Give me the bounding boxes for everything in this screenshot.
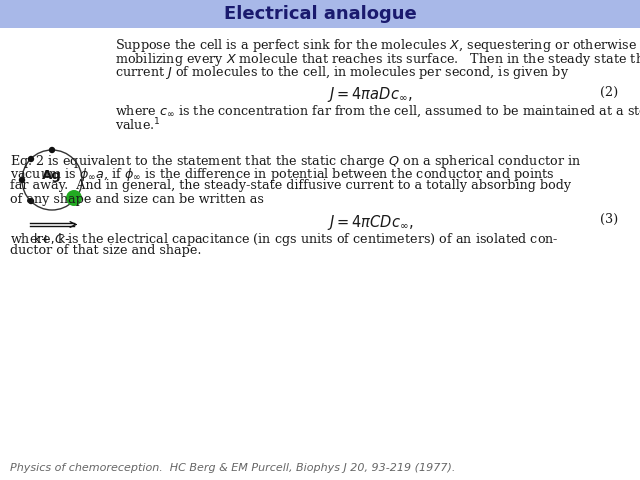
Text: (3): (3): [600, 213, 618, 226]
Circle shape: [28, 156, 34, 162]
Text: where $c_{\infty}$ is the concentration far from the cell, assumed to be maintai: where $c_{\infty}$ is the concentration …: [115, 104, 640, 120]
Text: of any shape and size can be written as: of any shape and size can be written as: [10, 193, 264, 206]
Circle shape: [28, 198, 34, 204]
Text: Ag: Ag: [42, 169, 62, 182]
Text: Physics of chemoreception.  HC Berg & EM Purcell, Biophys J 20, 93-219 (1977).: Physics of chemoreception. HC Berg & EM …: [10, 463, 456, 473]
Text: Suppose the cell is a perfect sink for the molecules $X$, sequestering or otherw: Suppose the cell is a perfect sink for t…: [115, 37, 640, 54]
Circle shape: [22, 150, 82, 210]
Text: far away.  And in general, the steady-state diffusive current to a totally absor: far away. And in general, the steady-sta…: [10, 180, 571, 192]
Text: ductor of that size and shape.: ductor of that size and shape.: [10, 244, 202, 257]
Text: mobilizing every $X$ molecule that reaches its surface.   Then in the steady sta: mobilizing every $X$ molecule that reach…: [115, 50, 640, 68]
Text: vacuum is $\phi_{\infty}a$, if $\phi_{\infty}$ is the difference in potential be: vacuum is $\phi_{\infty}a$, if $\phi_{\i…: [10, 166, 554, 183]
Text: $J = 4\pi a D c_{\infty},$: $J = 4\pi a D c_{\infty},$: [328, 85, 413, 105]
Circle shape: [66, 190, 82, 206]
Text: Electrical analogue: Electrical analogue: [223, 5, 417, 23]
Bar: [0, 0, 640, 28]
Text: k+, k-: k+, k-: [35, 233, 70, 246]
Text: current $J$ of molecules to the cell, in molecules per second, is given by: current $J$ of molecules to the cell, in…: [115, 64, 569, 81]
Text: where $C$ is the electrical capacitance (in cgs units of centimeters) of an isol: where $C$ is the electrical capacitance …: [10, 230, 559, 248]
Circle shape: [49, 147, 55, 153]
Text: $J = 4\pi C D c_{\infty},$: $J = 4\pi C D c_{\infty},$: [327, 213, 413, 231]
Text: (2): (2): [600, 85, 618, 98]
Text: Eq. 2 is equivalent to the statement that the static charge $Q$ on a spherical c: Eq. 2 is equivalent to the statement tha…: [10, 153, 581, 169]
Text: value.$^1$: value.$^1$: [115, 117, 161, 133]
Circle shape: [19, 177, 25, 183]
